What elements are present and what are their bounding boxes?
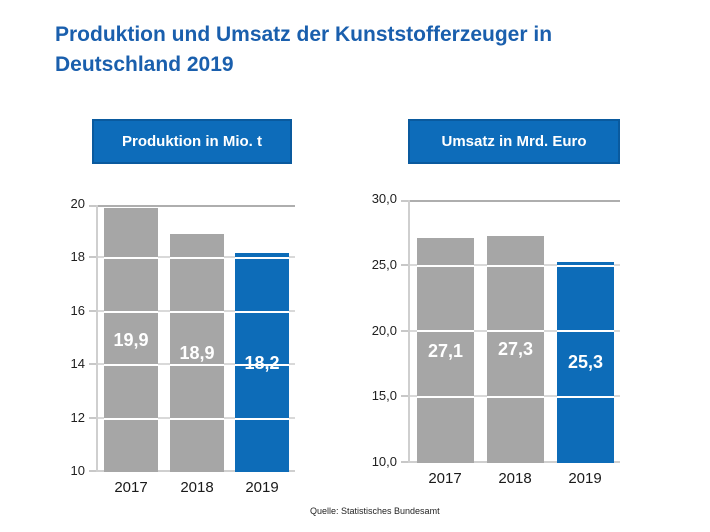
- bar-2018: 27,3: [487, 236, 544, 463]
- y-tick-mark: [89, 417, 96, 419]
- gridline-over-bar: [104, 364, 158, 366]
- gridline-over-bar: [235, 257, 289, 259]
- bar-value-label: 19,9: [113, 330, 149, 350]
- y-tick-label: 10,0: [371, 454, 397, 469]
- bar-2017: 27,1: [417, 238, 474, 463]
- gridline-over-bar: [417, 265, 474, 267]
- x-tick-label: 2018: [498, 470, 532, 487]
- gridline-over-bar: [557, 396, 614, 398]
- gridline-over-bar: [104, 311, 158, 313]
- bar-value-label: 18,2: [244, 353, 280, 373]
- bar-value-label: 27,3: [497, 339, 534, 359]
- y-tick-label: 10: [70, 463, 85, 478]
- bar-2017: 19,9: [104, 208, 158, 472]
- x-tick-label: 2017: [114, 479, 148, 496]
- bar-2019: 18,2: [235, 253, 289, 472]
- bar-2019: 25,3: [557, 262, 614, 463]
- gridline-over-bar: [487, 396, 544, 398]
- y-tick-mark: [401, 461, 408, 463]
- gridline-over-bar: [557, 330, 614, 332]
- y-tick-label: 15,0: [371, 388, 397, 403]
- y-tick-mark: [89, 205, 96, 207]
- y-tick-mark: [401, 330, 408, 332]
- bar-value-label: 27,1: [427, 341, 464, 361]
- gridline-over-bar: [235, 311, 289, 313]
- bar-value-label: 18,9: [179, 343, 215, 363]
- gridline-over-bar: [417, 396, 474, 398]
- chart-title-produktion: Produktion in Mio. t: [92, 119, 292, 164]
- page-title: Produktion und Umsatz der Kunststofferze…: [55, 20, 665, 80]
- produktion-bar-chart: 10 12 14 16 18 20 19,9 2017 18,9 2018 18,2 2019: [71, 196, 295, 496]
- gridline-over-bar: [487, 330, 544, 332]
- umsatz-bar-chart: 10,0 15,0 20,0 25,0 30,0 27,1 2017 27,3 2018 25,3…: [372, 191, 620, 487]
- y-tick-mark: [401, 264, 408, 266]
- y-tick-label: 12: [70, 410, 85, 425]
- gridline-over-bar: [170, 311, 224, 313]
- page-title-line-2: Deutschland 2019: [55, 53, 234, 76]
- gridline-over-bar: [487, 265, 544, 267]
- source-note: Quelle: Statistisches Bundesamt: [310, 506, 440, 516]
- y-tick-mark: [89, 363, 96, 365]
- y-gridline: [410, 200, 620, 202]
- gridline-over-bar: [104, 257, 158, 259]
- y-tick-mark: [89, 470, 96, 472]
- bar-2018: 18,9: [170, 234, 224, 472]
- gridline-over-bar: [170, 418, 224, 420]
- y-tick-label: 20,0: [371, 323, 397, 338]
- page-title-line-1: Produktion und Umsatz der Kunststofferze…: [55, 23, 553, 46]
- y-tick-mark: [89, 256, 96, 258]
- y-gridline: [98, 205, 295, 207]
- x-tick-label: 2019: [568, 470, 602, 487]
- gridline-over-bar: [557, 265, 614, 267]
- y-tick-label: 18: [70, 249, 85, 264]
- y-tick-label: 16: [70, 303, 85, 318]
- y-tick-label: 30,0: [371, 191, 397, 206]
- gridline-over-bar: [417, 330, 474, 332]
- x-tick-label: 2019: [245, 479, 279, 496]
- x-tick-label: 2017: [428, 470, 462, 487]
- y-tick-label: 14: [70, 356, 85, 371]
- gridline-over-bar: [235, 364, 289, 366]
- y-tick-mark: [401, 200, 408, 202]
- x-tick-label: 2018: [180, 479, 214, 496]
- y-tick-label: 20: [70, 196, 85, 211]
- gridline-over-bar: [104, 418, 158, 420]
- y-tick-mark: [401, 395, 408, 397]
- gridline-over-bar: [170, 257, 224, 259]
- chart-title-umsatz: Umsatz in Mrd. Euro: [408, 119, 620, 164]
- y-tick-label: 25,0: [371, 257, 397, 272]
- y-tick-mark: [89, 310, 96, 312]
- gridline-over-bar: [235, 418, 289, 420]
- gridline-over-bar: [170, 364, 224, 366]
- bar-value-label: 25,3: [567, 352, 604, 372]
